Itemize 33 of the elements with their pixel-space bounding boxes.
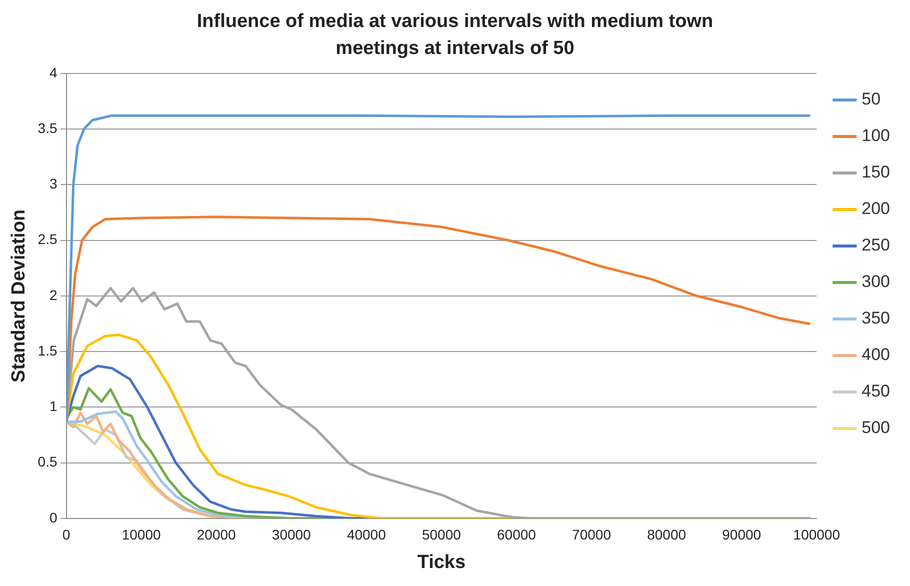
x-tick-label: 20000 — [196, 526, 236, 543]
legend-label: 500 — [862, 418, 890, 438]
y-tick-label: 2 — [49, 286, 58, 303]
x-tick-label: 10000 — [122, 526, 161, 543]
legend-label: 100 — [862, 126, 890, 146]
x-tick-label: 70000 — [572, 526, 612, 543]
legend-label: 350 — [862, 308, 890, 328]
legend-label: 150 — [862, 162, 890, 182]
legend-label: 250 — [862, 236, 890, 255]
y-tick-label: 0.5 — [38, 454, 58, 470]
legend-label: 400 — [862, 345, 890, 364]
x-tick-label: 30000 — [272, 526, 312, 543]
x-tick-label: 80000 — [647, 526, 686, 543]
x-tick-label: 50000 — [422, 526, 462, 543]
y-tick-label: 4 — [49, 64, 58, 80]
y-tick-label: 3.5 — [38, 120, 58, 136]
x-axis-title: Ticks — [417, 552, 466, 573]
x-tick-label: 0 — [62, 526, 70, 543]
legend-label: 300 — [862, 272, 890, 292]
y-axis-title: Standard Deviation — [8, 209, 30, 382]
legend-label: 50 — [862, 90, 881, 109]
y-tick-label: 0 — [49, 509, 58, 526]
legend-label: 450 — [862, 382, 890, 401]
x-tick-label: 40000 — [346, 526, 386, 543]
y-tick-label: 1.5 — [38, 342, 58, 358]
y-tick-label: 3 — [49, 176, 58, 192]
x-tick-label: 90000 — [722, 526, 762, 543]
x-tick-label: 60000 — [497, 526, 536, 543]
legend-label: 200 — [862, 199, 890, 218]
x-tick-label: 100000 — [793, 526, 840, 543]
chart-title: Influence of media at various intervals with medium town meetings at intervals of 50 — [196, 10, 714, 61]
y-tick-label: 1 — [49, 398, 58, 414]
y-tick-label: 2.5 — [38, 231, 58, 248]
